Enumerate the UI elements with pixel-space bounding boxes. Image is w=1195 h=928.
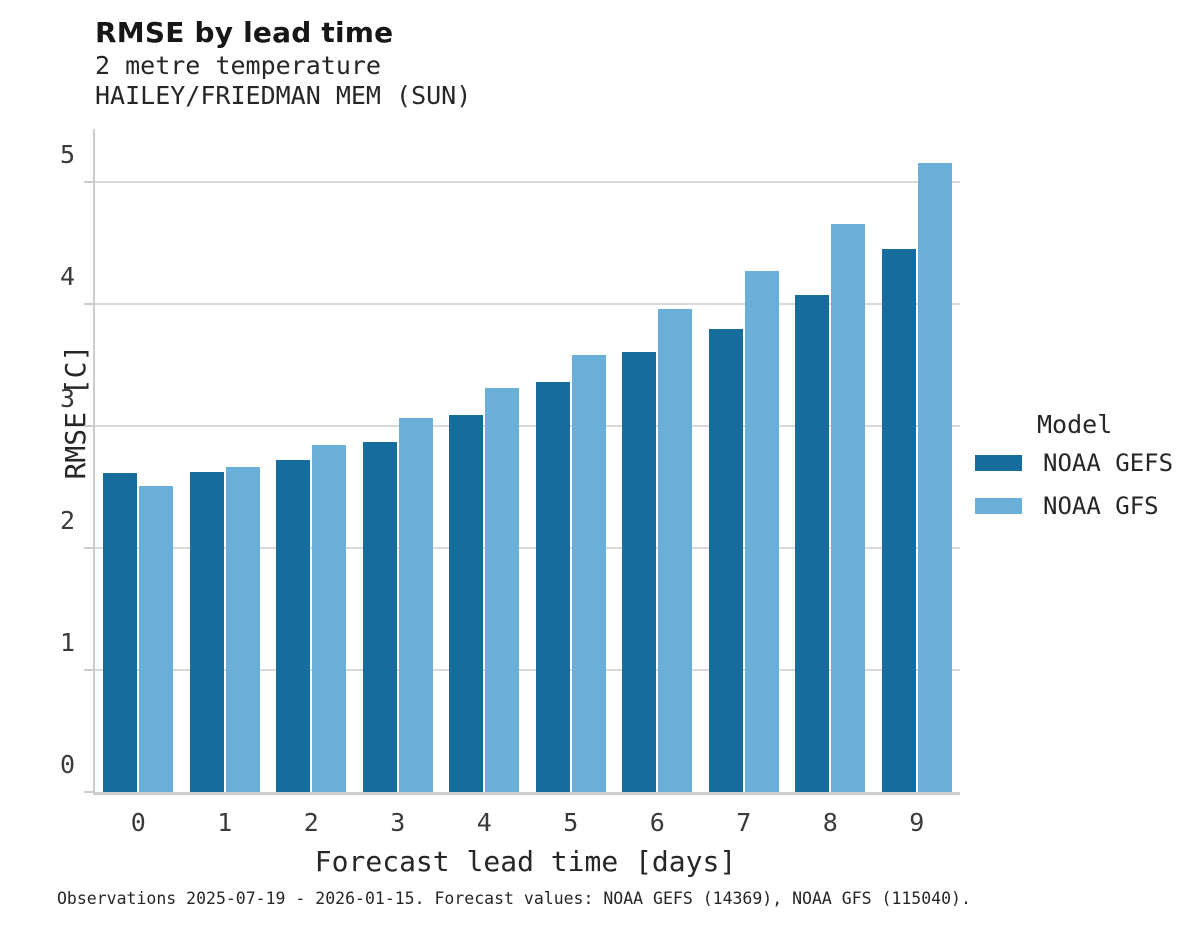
bar-noaa-gfs-lead-2 <box>312 445 347 792</box>
bar-noaa-gfs-lead-4 <box>485 387 520 792</box>
y-tick-label-3: 3 <box>59 383 75 413</box>
legend-swatch-icon <box>975 498 1022 514</box>
gridline-y-5 <box>95 180 960 183</box>
y-tick-mark-1 <box>84 668 93 671</box>
bar-noaa-gfs-lead-1 <box>225 467 260 792</box>
bar-noaa-gefs-lead-8 <box>795 295 830 792</box>
plot-area: 0 1 2 3 4 5 0 1 2 3 4 5 6 7 8 9 <box>60 129 960 837</box>
x-tick-label-6: 6 <box>649 808 665 837</box>
bar-noaa-gefs-lead-6 <box>622 352 657 792</box>
y-tick-label-1: 1 <box>59 627 75 657</box>
bar-noaa-gefs-lead-0 <box>103 473 138 792</box>
y-tick-mark-4 <box>84 302 93 305</box>
legend-row-noaa-gefs: NOAA GEFS <box>975 449 1173 477</box>
bar-noaa-gfs-lead-6 <box>658 308 693 792</box>
legend-rows: NOAA GEFS NOAA GFS <box>975 449 1173 520</box>
caption-text: Observations 2025-07-19 - 2026-01-15. Fo… <box>57 889 971 908</box>
legend-label: NOAA GEFS <box>1043 449 1174 477</box>
x-tick-label-9: 9 <box>909 808 925 837</box>
gridline-y-2 <box>95 546 960 549</box>
y-tick-label-5: 5 <box>59 139 75 169</box>
bar-noaa-gefs-lead-4 <box>449 414 484 792</box>
bar-noaa-gfs-lead-5 <box>571 354 606 792</box>
legend: Model NOAA GEFS NOAA GFS <box>975 410 1173 535</box>
bar-noaa-gefs-lead-2 <box>276 459 311 792</box>
bar-noaa-gfs-lead-0 <box>139 485 174 792</box>
x-axis-label: Forecast lead time [days] <box>314 845 737 878</box>
y-tick-label-2: 2 <box>59 505 75 535</box>
bar-noaa-gefs-lead-9 <box>881 248 916 792</box>
y-tick-label-4: 4 <box>59 261 75 291</box>
bar-noaa-gefs-lead-7 <box>708 329 743 792</box>
bar-noaa-gfs-lead-7 <box>744 270 779 792</box>
y-tick-mark-2 <box>84 546 93 549</box>
x-tick-label-8: 8 <box>822 808 838 837</box>
legend-label: NOAA GFS <box>1043 492 1159 520</box>
bar-noaa-gfs-lead-8 <box>831 224 866 792</box>
y-tick-mark-5 <box>84 180 93 183</box>
y-tick-mark-0 <box>84 791 93 793</box>
bar-noaa-gfs-lead-9 <box>917 163 952 792</box>
y-tick-mark-3 <box>84 424 93 427</box>
x-tick-label-1: 1 <box>217 808 233 837</box>
gridline-y-1 <box>95 668 960 671</box>
legend-swatch-icon <box>975 455 1022 471</box>
chart-subtitle-variable: 2 metre temperature <box>95 51 381 80</box>
y-tick-label-0: 0 <box>59 750 75 779</box>
legend-row-noaa-gfs: NOAA GFS <box>975 492 1173 520</box>
x-tick-label-7: 7 <box>736 808 752 837</box>
gridline-y-3 <box>95 424 960 427</box>
bar-noaa-gfs-lead-3 <box>398 418 433 792</box>
chart-subtitle-station: HAILEY/FRIEDMAN MEM (SUN) <box>95 81 472 110</box>
bar-noaa-gefs-lead-5 <box>535 381 570 792</box>
chart-title: RMSE by lead time <box>95 16 394 49</box>
bar-noaa-gefs-lead-3 <box>362 441 397 792</box>
x-tick-label-3: 3 <box>390 808 406 837</box>
x-tick-label-4: 4 <box>476 808 492 837</box>
bar-noaa-gefs-lead-1 <box>189 472 224 792</box>
x-tick-label-2: 2 <box>303 808 319 837</box>
gridline-y-4 <box>95 302 960 305</box>
x-tick-label-0: 0 <box>130 808 146 837</box>
legend-title: Model <box>1037 410 1113 439</box>
x-tick-label-5: 5 <box>563 808 579 837</box>
